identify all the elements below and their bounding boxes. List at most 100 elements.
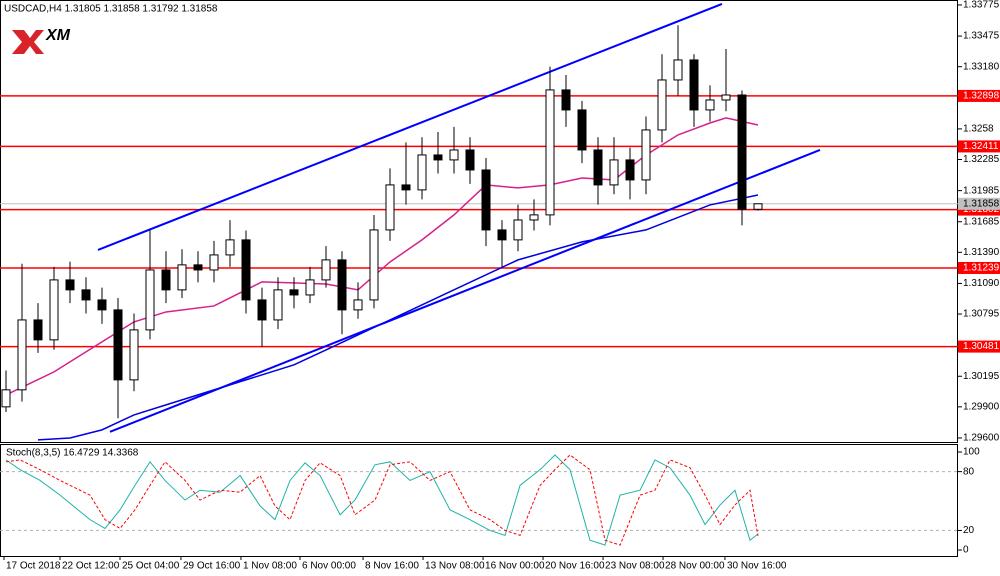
y-tick-label: 1.33475 [963, 31, 1000, 42]
x-tick-label: 13 Nov 08:00 [425, 561, 485, 572]
candle-body [65, 279, 75, 291]
y-tick-label: 1.32285 [963, 154, 1000, 165]
candle-body [273, 289, 283, 321]
y-tick-label: 1.29600 [963, 433, 1000, 444]
candle-body [449, 149, 459, 161]
x-tick-label: 30 Nov 16:00 [727, 561, 787, 572]
candle-body [1, 389, 11, 408]
candle-body [113, 309, 123, 381]
candle-body [561, 89, 571, 111]
chart-title: USDCAD,H4 1.31805 1.31858 1.31792 1.3185… [4, 4, 218, 15]
candle-body [609, 159, 619, 186]
level-tag [958, 261, 1000, 274]
candle-body [17, 319, 27, 391]
last-price-label: 1.31858 [963, 198, 1000, 209]
level-tag [958, 89, 1000, 102]
x-tick-label: 17 Oct 2018 [6, 561, 61, 572]
candle-body [737, 94, 747, 210]
trendline [109, 149, 821, 433]
x-tick-label: 29 Oct 16:00 [183, 561, 241, 572]
y-tick-label: 1.31985 [963, 185, 1000, 196]
candle-body [353, 299, 363, 311]
candle-body [305, 279, 315, 296]
candle-body [497, 229, 507, 241]
last-price-tag [958, 197, 1000, 210]
candle-body [321, 259, 331, 281]
main-panel [0, 3, 958, 441]
candle-body [673, 59, 683, 81]
candle-body [721, 94, 731, 101]
x-tick-label: 8 Nov 16:00 [365, 561, 419, 572]
level-tag [958, 140, 1000, 153]
candle-body [529, 214, 539, 221]
stoch-panel [0, 454, 958, 546]
candle-body [97, 299, 107, 311]
logo-icon [12, 30, 44, 54]
candle-body [49, 279, 59, 341]
x-tick-label: 16 Nov 00:00 [485, 561, 545, 572]
x-tick-label: 25 Oct 04:00 [122, 561, 180, 572]
moving-average [37, 194, 759, 441]
candle-body [257, 299, 267, 321]
candle-body [545, 89, 555, 216]
y-tick-label: 1.33775 [963, 0, 1000, 11]
logo-text: XM [45, 27, 71, 44]
x-tick-label: 22 Oct 12:00 [62, 561, 120, 572]
stoch-label: Stoch(8,3,5) 16.4729 14.3368 [6, 448, 139, 459]
candle-body [225, 239, 235, 256]
level-label: 1.32411 [963, 141, 999, 152]
candle-body [145, 269, 155, 331]
level-label: 1.30481 [963, 341, 1000, 352]
candle-body [241, 239, 251, 301]
level-tag [958, 340, 1000, 353]
axes: 1.33775 1.33475 1.33180 1.3258 1.32285 1.3198… [3, 0, 1000, 572]
level-label: 1.32898 [963, 91, 1000, 102]
y-tick-label: 1.3258 [963, 124, 994, 135]
y-tick-label: 1.30795 [963, 309, 1000, 320]
stoch-tick-label: 20 [963, 525, 975, 536]
candle-body [177, 264, 187, 291]
x-tick-label: 20 Nov 16:00 [545, 561, 605, 572]
candle-body [465, 149, 475, 171]
candle-body [577, 109, 587, 151]
y-tick-label: 1.29900 [963, 401, 1000, 412]
trendline [97, 3, 723, 251]
stoch-tick-label: 100 [963, 447, 980, 458]
main-frame [0, 0, 958, 443]
candle-body [289, 289, 299, 296]
x-tick-label: 6 Nov 00:00 [302, 561, 356, 572]
candle-body [193, 264, 203, 271]
candle-body [593, 149, 603, 186]
y-tick-label: 1.31090 [963, 278, 1000, 289]
x-tick-label: 23 Nov 08:00 [605, 561, 665, 572]
candle-body [513, 219, 523, 241]
x-tick-label: 28 Nov 00:00 [665, 561, 725, 572]
y-tick-label: 1.30195 [963, 371, 1000, 382]
candle-body [689, 59, 699, 111]
stoch-main [5, 454, 759, 546]
stoch-signal [5, 454, 759, 546]
candle-body [625, 159, 635, 181]
y-tick-label: 1.31390 [963, 247, 1000, 258]
stoch-tick-label: 80 [963, 466, 975, 477]
candle-body [753, 203, 763, 210]
candle-body [417, 154, 427, 191]
y-tick-label: 1.33180 [963, 61, 1000, 72]
candle-body [369, 229, 379, 301]
x-tick-label: 1 Nov 08:00 [243, 561, 297, 572]
candle-body [129, 329, 139, 381]
level-label: 1.31239 [963, 263, 1000, 274]
candle-body [81, 289, 91, 301]
candle-body [433, 154, 443, 161]
candle-body [481, 169, 491, 231]
candle-body [337, 259, 347, 311]
candle-body [401, 184, 411, 191]
candle-body [33, 319, 43, 341]
stoch-frame [0, 444, 958, 557]
candle-body [385, 184, 395, 231]
logo: XM [12, 27, 71, 54]
y-tick-label: 1.31685 [963, 216, 1000, 227]
candle-body [641, 129, 651, 181]
candle-body [161, 269, 171, 291]
